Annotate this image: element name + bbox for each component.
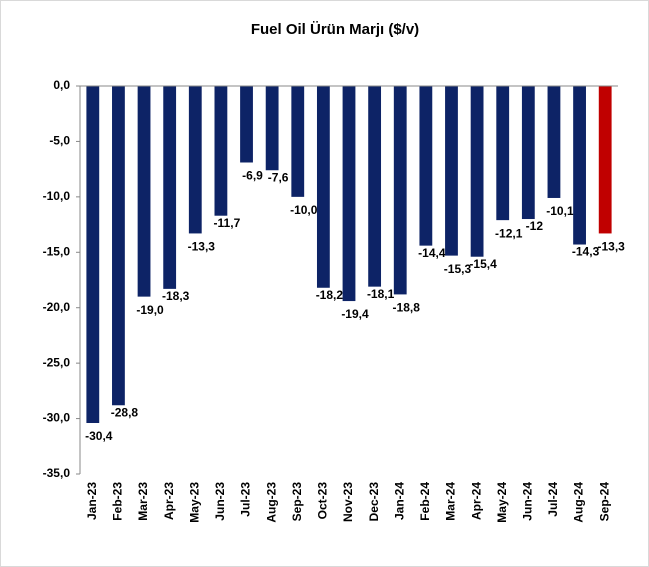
x-tick-label: Jan-24	[392, 482, 406, 520]
bar	[316, 86, 330, 288]
x-tick-label: Oct-23	[316, 482, 330, 520]
bar	[521, 86, 535, 220]
y-tick-label: -35,0	[43, 466, 71, 480]
bar	[573, 86, 586, 245]
x-tick-label: Feb-23	[111, 482, 125, 521]
data-label: -14,4	[418, 246, 446, 260]
bar	[419, 86, 433, 246]
bar	[368, 86, 382, 287]
bar	[496, 86, 510, 221]
x-tick-label: Nov-23	[341, 482, 355, 522]
x-tick-label: Jul-24	[546, 482, 560, 517]
y-tick-label: -5,0	[49, 134, 70, 148]
bar	[188, 86, 202, 234]
data-label: -14,3	[572, 245, 600, 259]
bar	[547, 86, 561, 198]
bar	[112, 86, 125, 406]
y-tick-label: 0,0	[53, 78, 70, 92]
bar	[470, 86, 484, 257]
data-label: -19,0	[136, 303, 164, 317]
data-label: -28,8	[111, 405, 139, 419]
data-label: -13,3	[188, 240, 216, 254]
data-label: -6,9	[242, 169, 263, 183]
x-tick-label: Sep-24	[597, 482, 611, 522]
x-tick-label: Mar-23	[136, 482, 150, 521]
x-tick-label: Feb-24	[418, 482, 432, 521]
data-label: -12,1	[495, 226, 523, 240]
y-tick-label: -15,0	[43, 244, 71, 258]
data-label: -11,7	[214, 216, 241, 230]
data-label: -10,1	[546, 204, 574, 218]
data-label: -18,8	[393, 301, 421, 315]
bar	[240, 86, 253, 163]
y-tick-label: -30,0	[43, 411, 71, 425]
data-label: -10,0	[290, 203, 318, 217]
x-tick-label: May-23	[187, 482, 201, 523]
bar	[86, 86, 100, 424]
bar	[393, 86, 407, 295]
bar	[214, 86, 228, 216]
x-tick-label: Sep-23	[290, 482, 304, 522]
bar	[163, 86, 177, 289]
x-tick-label: Mar-24	[444, 482, 458, 521]
y-tick-label: -10,0	[43, 189, 71, 203]
y-tick-label: -20,0	[43, 300, 71, 314]
data-label: -7,6	[268, 170, 289, 184]
bar	[265, 86, 279, 171]
x-tick-label: Jun-24	[521, 482, 535, 521]
x-tick-label: Apr-24	[469, 482, 483, 520]
x-tick-label: Jul-23	[239, 482, 253, 517]
bar	[291, 86, 305, 197]
data-label: -18,3	[162, 289, 190, 303]
data-label: -13,3	[598, 240, 626, 254]
x-tick-label: Aug-24	[572, 482, 586, 523]
data-label: -15,4	[469, 257, 497, 271]
data-label: -18,1	[367, 287, 395, 301]
x-tick-label: Dec-23	[367, 482, 381, 522]
bar	[137, 86, 151, 297]
x-tick-label: Jun-23	[213, 482, 227, 521]
data-label: -12	[526, 219, 544, 233]
bar	[445, 86, 458, 256]
data-label: -30,4	[85, 429, 113, 443]
bar	[342, 86, 356, 302]
x-tick-label: Aug-23	[264, 482, 278, 523]
x-tick-label: Jan-23	[85, 482, 99, 520]
y-tick-label: -25,0	[43, 355, 71, 369]
x-tick-label: May-24	[495, 482, 509, 523]
chart-title: Fuel Oil Ürün Marjı ($/v)	[251, 21, 419, 38]
data-label: -15,3	[444, 262, 472, 276]
data-label: -19,4	[341, 307, 369, 321]
x-tick-label: Apr-23	[162, 482, 176, 520]
bar	[598, 86, 612, 234]
data-label: -18,2	[316, 288, 344, 302]
